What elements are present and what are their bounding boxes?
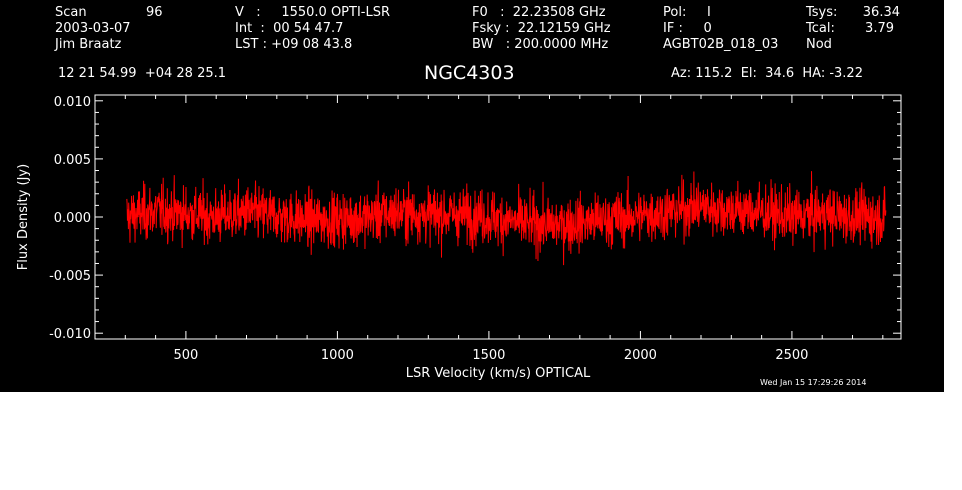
project-id: AGBT02B_018_03 bbox=[663, 37, 779, 52]
integration-info: Int : 00 54 47.7 bbox=[235, 21, 344, 36]
az-el-ha: Az: 115.2 El: 34.6 HA: -3.22 bbox=[671, 66, 863, 81]
tcal-label: Tcal: bbox=[806, 21, 835, 36]
tsys-value: 36.34 bbox=[862, 5, 900, 20]
velocity-info: V : 1550.0 OPTI-LSR bbox=[235, 5, 391, 20]
y-tick-label: -0.010 bbox=[49, 327, 91, 342]
scan-label: Scan bbox=[55, 5, 87, 20]
y-axis-label: Flux Density (Jy) bbox=[16, 164, 31, 270]
source-coordinates: 12 21 54.99 +04 28 25.1 bbox=[58, 66, 227, 81]
x-axis-label: LSR Velocity (km/s) OPTICAL bbox=[406, 366, 591, 381]
if-number: IF : 0 bbox=[663, 21, 712, 36]
lst-info: LST : +09 08 43.8 bbox=[235, 37, 353, 52]
rest-frequency: F0 : 22.23508 GHz bbox=[472, 5, 606, 20]
observer-name: Jim Braatz bbox=[55, 37, 122, 52]
polarization: Pol: I bbox=[663, 5, 711, 20]
x-tick-label: 1000 bbox=[321, 348, 354, 363]
plot-panel: Scan 96 2003-03-07 Jim Braatz V : 1550.0… bbox=[0, 0, 944, 392]
source-name: NGC4303 bbox=[424, 62, 515, 84]
y-tick-label: 0.005 bbox=[54, 153, 91, 168]
y-tick-label: 0.010 bbox=[54, 95, 91, 110]
bandwidth: BW : 200.0000 MHz bbox=[472, 37, 609, 52]
x-tick-label: 2500 bbox=[775, 348, 808, 363]
y-tick-label: -0.005 bbox=[49, 269, 91, 284]
spectrum-line bbox=[126, 171, 887, 266]
y-tick-label: 0.000 bbox=[54, 211, 91, 226]
sky-frequency: Fsky : 22.12159 GHz bbox=[472, 21, 611, 36]
x-tick-label: 500 bbox=[173, 348, 198, 363]
scan-number: 96 bbox=[146, 5, 163, 20]
spectrum-chart: 500 1000 1500 2000 2500 -0.010 -0.005 0.000 0.00… bbox=[16, 94, 902, 381]
tcal-value: 3.79 bbox=[865, 21, 894, 36]
switching-mode: Nod bbox=[806, 37, 832, 52]
tsys-label: Tsys: bbox=[806, 5, 838, 20]
observation-date: 2003-03-07 bbox=[55, 21, 131, 36]
plot-timestamp: Wed Jan 15 17:29:26 2014 bbox=[760, 378, 867, 387]
x-tick-label: 2000 bbox=[624, 348, 657, 363]
x-tick-label: 1500 bbox=[472, 348, 505, 363]
